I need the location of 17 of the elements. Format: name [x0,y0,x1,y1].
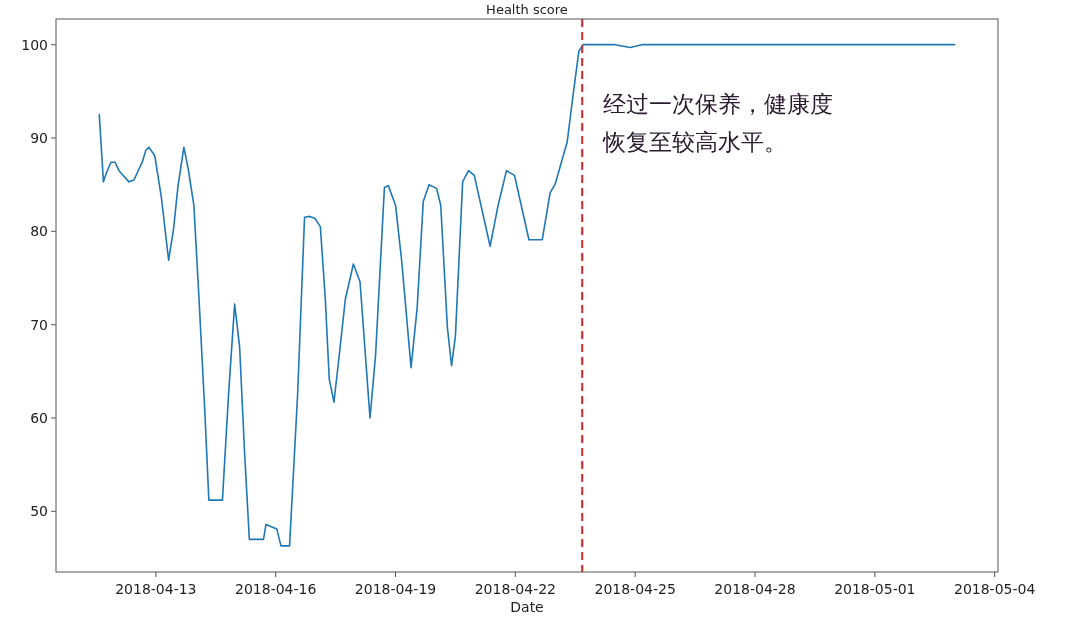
x-tick-label: 2018-04-22 [474,581,557,597]
x-tick-label: 2018-05-04 [953,581,1036,597]
x-tick-label: 2018-04-25 [594,581,676,597]
x-tick-label: 2018-04-13 [115,581,197,597]
x-axis-title: Date [510,599,544,615]
x-tick-label: 2018-04-16 [235,581,317,597]
y-tick-label: 90 [30,130,48,146]
annotation: 经过一次保养，健康度恢复至较高水平。 [602,91,833,155]
x-tick-label: 2018-04-19 [354,581,437,597]
y-tick-label: 70 [30,316,48,333]
x-tick-label: 2018-05-01 [834,581,916,597]
y-tick-label: 50 [30,503,48,520]
chart-title: Health score [486,2,568,17]
y-tick-label: 80 [30,223,48,240]
y-tick-label: 60 [30,410,48,426]
y-tick-label: 100 [21,36,48,53]
x-tick-label: 2018-04-28 [714,581,796,597]
